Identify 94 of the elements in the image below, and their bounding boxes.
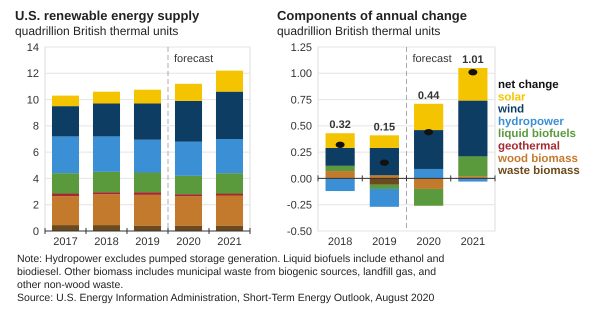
bar	[52, 136, 80, 174]
bar	[414, 130, 444, 169]
data-label: 0.32	[329, 119, 351, 132]
text: hydropower	[498, 116, 564, 128]
y-tick-label: 10	[26, 94, 39, 106]
y-tick-label: 0.00	[290, 173, 312, 186]
series-label: solar	[498, 91, 526, 104]
bar	[52, 106, 80, 136]
y-tick-label: 12	[26, 68, 39, 80]
x-tick-label: 2019	[135, 236, 160, 248]
x-tick-label: 2021	[217, 236, 242, 248]
bar	[216, 196, 244, 226]
bar	[52, 194, 80, 196]
bar	[52, 196, 80, 226]
bar	[174, 196, 202, 226]
source-note: Source: U.S. Energy Information Administration, Short-Term Energy Outlook, August 2020	[17, 292, 434, 304]
chart-title: U.S. renewable energy supply	[15, 8, 200, 23]
ref-line-label: forecast	[174, 53, 214, 65]
series-label: liquid biofuels	[498, 128, 576, 140]
y-tick-label: 1.25	[290, 42, 312, 54]
bar	[458, 100, 488, 156]
bar	[92, 225, 120, 231]
bar	[52, 225, 80, 231]
y-tick-label: 8	[32, 120, 39, 133]
bar	[174, 142, 202, 176]
y-tick-label: 4	[32, 173, 39, 186]
bar	[92, 104, 120, 136]
bar	[134, 172, 162, 192]
bar	[370, 135, 399, 148]
bar	[52, 173, 80, 194]
bar	[134, 90, 162, 104]
bar	[458, 68, 488, 101]
bar	[216, 173, 244, 194]
y-tick-label: 2	[32, 200, 39, 212]
bar	[92, 92, 120, 104]
bar	[326, 148, 355, 166]
bar	[216, 70, 244, 92]
data-label: 0.44	[418, 90, 440, 102]
bar	[216, 139, 244, 174]
y-tick-label: 0.25	[290, 146, 312, 159]
bar	[414, 178, 444, 189]
bar	[326, 178, 355, 192]
bar	[370, 184, 399, 189]
text: Note: Hydropower excludes pumped storage generation. Liquid biofuels include ethanol and biodiesel. Other biomass includes municipal waste from biogenic sources, landfill gas, and other non-wood waste.	[17, 253, 444, 291]
series-label: net change	[498, 79, 559, 91]
bar	[174, 226, 202, 231]
bar	[174, 100, 202, 142]
bar	[174, 176, 202, 194]
bar	[458, 156, 488, 176]
x-tick-label: 2017	[53, 236, 78, 248]
ref-line-label: forecast	[412, 53, 452, 65]
bar	[134, 194, 162, 226]
x-tick-label: 2018	[328, 236, 352, 248]
bar	[326, 166, 355, 172]
chart-subtitle: quadrillion British thermal units	[277, 24, 440, 38]
y-tick-label: 1.00	[290, 68, 312, 80]
bar	[174, 84, 202, 101]
series-label: wood biomass	[497, 152, 578, 165]
bar	[134, 140, 162, 173]
text: waste biomass	[497, 165, 580, 178]
y-tick-label: -0.50	[286, 226, 312, 238]
series-label: wind	[497, 104, 524, 116]
x-tick-label: 2020	[416, 236, 441, 248]
bar	[92, 136, 120, 172]
x-tick-label: 2021	[460, 236, 486, 248]
bar	[134, 104, 162, 140]
bar	[92, 194, 120, 226]
data-label: 0.15	[374, 121, 396, 134]
bar	[370, 188, 399, 207]
bar	[92, 172, 120, 192]
legend-label: geothermal	[498, 140, 560, 152]
bar	[326, 171, 355, 178]
y-tick-label: 6	[32, 146, 39, 159]
x-tick-label: 2019	[372, 236, 397, 248]
x-tick-label: 2018	[94, 236, 119, 248]
chart-subtitle: quadrillion British thermal units	[15, 24, 178, 38]
bar	[134, 192, 162, 195]
point	[424, 128, 434, 136]
bar	[134, 226, 162, 231]
bar	[414, 104, 444, 130]
bar	[216, 226, 244, 231]
bar	[370, 148, 399, 176]
y-tick-label: 0.50	[290, 120, 312, 133]
y-tick-label: 0.75	[290, 94, 312, 106]
y-tick-label: 0	[32, 226, 39, 238]
bar	[216, 92, 244, 139]
bar	[52, 96, 80, 106]
bar	[414, 188, 444, 206]
chart-title: Components of annual change	[277, 8, 467, 23]
y-tick-label: 14	[26, 42, 39, 54]
data-label: 1.01	[462, 54, 484, 66]
bar	[414, 168, 444, 178]
y-tick-label: -0.25	[286, 200, 312, 212]
x-tick-label: 2020	[176, 236, 201, 248]
